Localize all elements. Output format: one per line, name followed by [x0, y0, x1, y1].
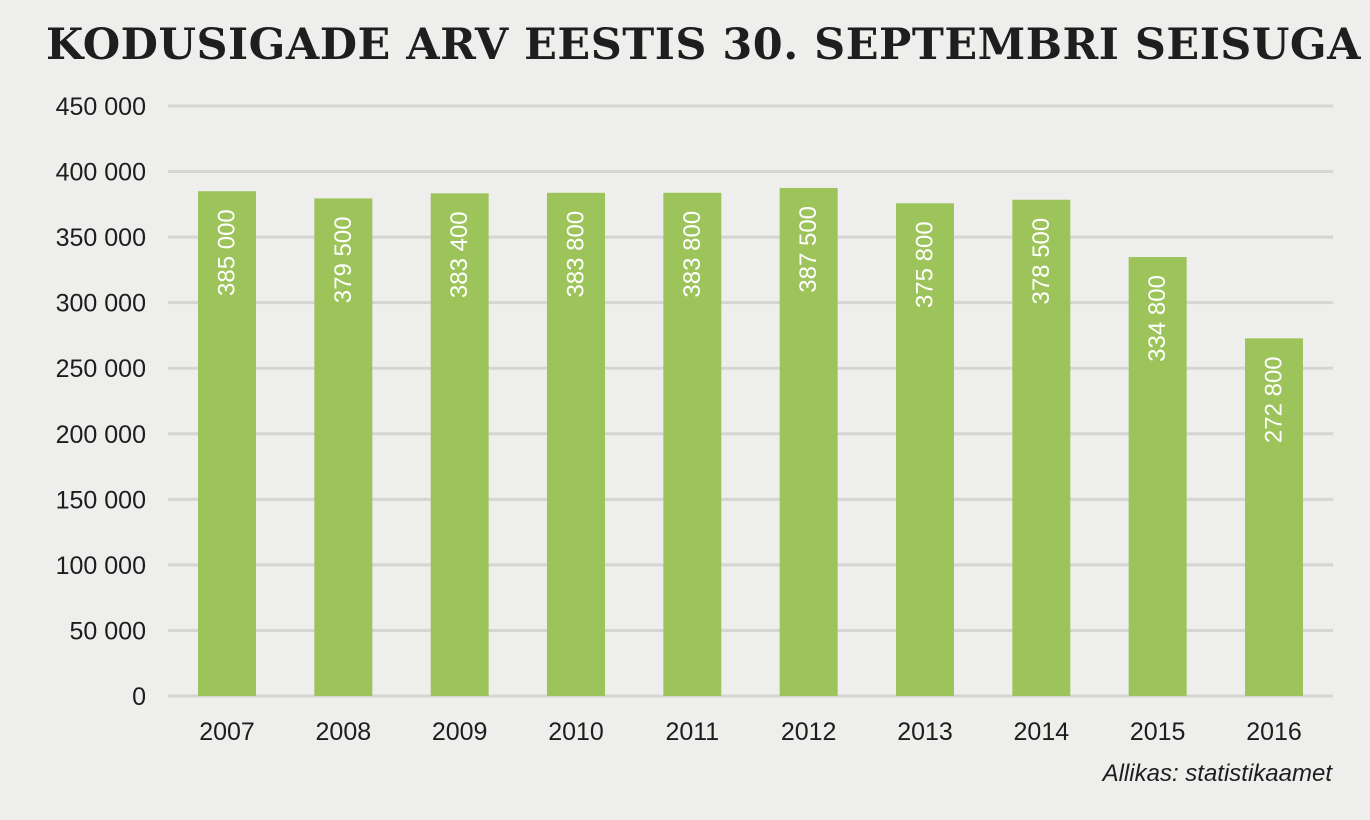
- y-tick-label: 150 000: [56, 486, 146, 514]
- y-tick-label: 200 000: [56, 421, 146, 449]
- y-tick-label: 300 000: [56, 290, 146, 318]
- x-tick-label: 2008: [316, 718, 372, 746]
- y-tick-label: 350 000: [56, 224, 146, 252]
- bar: [1012, 199, 1071, 696]
- bar-value-label: 375 800: [912, 221, 939, 308]
- y-tick-label: 50 000: [70, 617, 146, 645]
- bar: [430, 193, 489, 696]
- y-tick-label: 400 000: [56, 159, 146, 187]
- y-tick-label: 250 000: [56, 355, 146, 383]
- x-tick-label: 2009: [432, 718, 488, 746]
- bar-value-label: 272 800: [1261, 356, 1288, 443]
- bar-value-label: 385 000: [214, 209, 241, 296]
- x-tick-label: 2012: [781, 718, 837, 746]
- bar-value-label: 387 500: [795, 206, 822, 293]
- y-tick-label: 100 000: [56, 552, 146, 580]
- x-tick-label: 2007: [199, 718, 255, 746]
- bar-value-label: 334 800: [1144, 275, 1171, 362]
- bar: [663, 192, 722, 696]
- bar: [1245, 338, 1303, 696]
- bar-value-label: 383 400: [446, 211, 473, 298]
- x-tick-label: 2014: [1014, 718, 1070, 746]
- bar: [779, 187, 838, 696]
- bar: [547, 192, 605, 696]
- y-tick-label: 0: [132, 683, 146, 711]
- x-tick-label: 2013: [897, 718, 953, 746]
- x-tick-label: 2016: [1246, 718, 1302, 746]
- bar-value-label: 378 500: [1028, 218, 1055, 305]
- x-tick-label: 2015: [1130, 718, 1186, 746]
- x-tick-label: 2011: [665, 718, 719, 746]
- source-note: Allikas: statistikaamet: [1102, 760, 1332, 787]
- y-tick-label: 450 000: [56, 93, 146, 121]
- chart-title: KODUSIGADE ARV EESTIS 30. SEPTEMBRI SEIS…: [46, 20, 1361, 70]
- bar-value-label: 379 500: [330, 216, 357, 303]
- bar: [314, 198, 373, 696]
- bar: [896, 203, 954, 697]
- bar: [1128, 257, 1187, 696]
- x-tick-label: 2010: [548, 718, 604, 746]
- bar-value-label: 383 800: [679, 211, 706, 298]
- bar-value-label: 383 800: [563, 211, 590, 298]
- bar: [198, 191, 256, 696]
